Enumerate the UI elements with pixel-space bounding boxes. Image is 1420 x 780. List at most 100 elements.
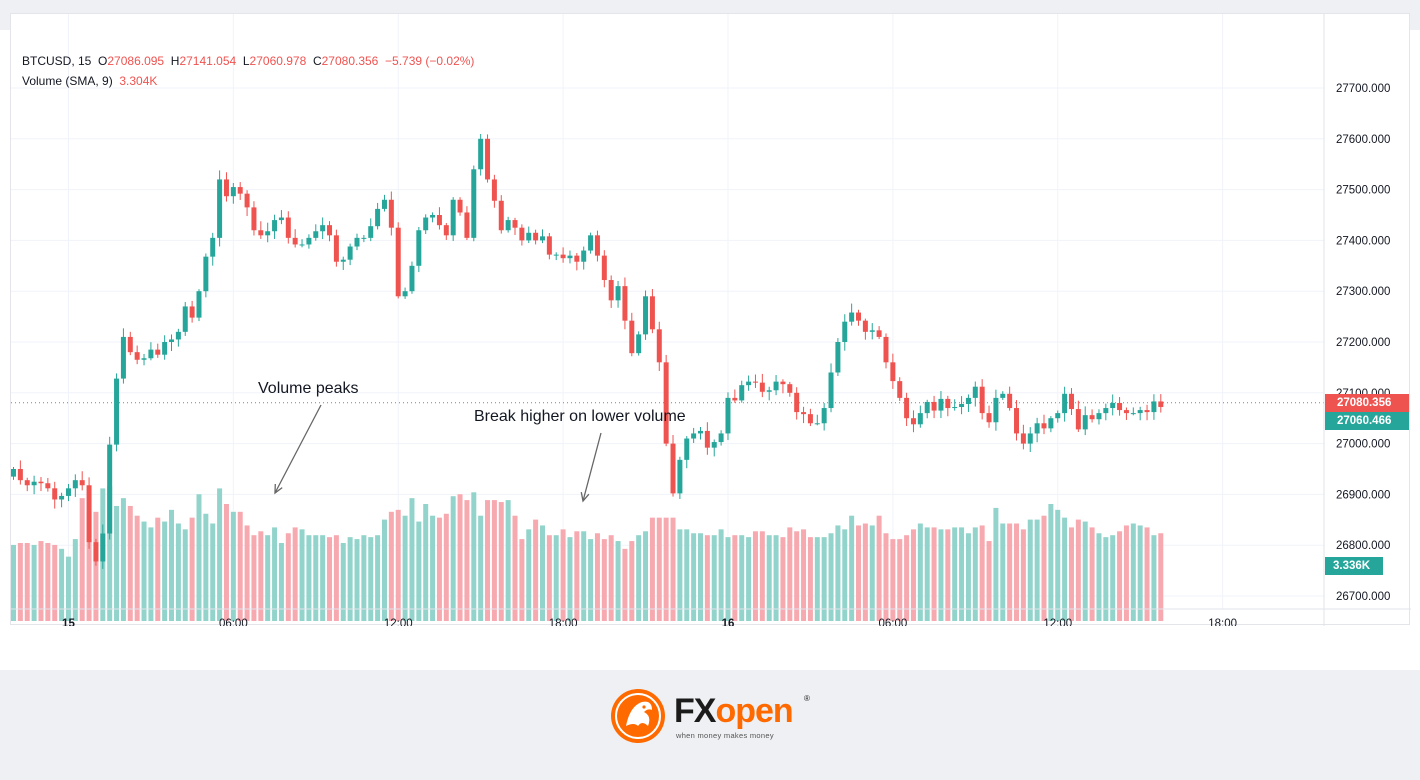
candle-body: [794, 392, 800, 413]
volume-bar: [1034, 519, 1040, 621]
volume-bar: [120, 498, 126, 621]
volume-bar: [546, 535, 552, 621]
candle-body: [1068, 393, 1074, 410]
candle-body: [711, 442, 717, 448]
volume-bar: [182, 529, 188, 621]
volume-bar: [409, 498, 415, 621]
candle-body: [608, 280, 614, 301]
price-tick-label: 27300.000: [1336, 286, 1390, 298]
candle-body: [223, 179, 229, 197]
volume-bar: [608, 535, 614, 621]
volume-bar: [601, 539, 607, 621]
volume-bar: [986, 541, 992, 621]
brand-open: open: [715, 692, 793, 730]
candle-body: [340, 259, 346, 262]
volume-bar: [924, 527, 930, 621]
volume-bar: [1000, 523, 1006, 621]
candle-body: [361, 237, 367, 239]
candle-body: [471, 169, 477, 238]
price-tick-label: 27200.000: [1336, 337, 1390, 349]
symbol-label[interactable]: BTCUSD, 15: [22, 54, 92, 68]
candle-body: [581, 250, 587, 262]
candle-body: [869, 330, 875, 332]
candle-body: [464, 212, 470, 238]
volume-bar: [258, 531, 264, 621]
volume-bar: [711, 535, 717, 621]
candle-body: [251, 207, 257, 231]
volume-bar: [890, 539, 896, 621]
volume-bar: [1062, 517, 1068, 621]
candle-body: [876, 330, 882, 337]
volume-bar: [1117, 531, 1123, 621]
candle-body: [59, 495, 65, 500]
candle-body: [1000, 393, 1006, 398]
volume-bar: [230, 511, 236, 621]
volume-bar: [670, 517, 676, 621]
volume-bar: [464, 500, 470, 621]
candle-body: [801, 412, 807, 415]
volume-bar: [649, 517, 655, 621]
volume-bar: [539, 525, 545, 621]
volume-bar: [691, 533, 697, 621]
candle-body: [890, 362, 896, 382]
volume-bar: [1048, 504, 1054, 621]
candle-body: [539, 236, 545, 241]
candle-body: [684, 438, 690, 460]
low-label: L: [242, 54, 250, 68]
volume-indicator-label[interactable]: Volume (SMA, 9): [22, 74, 113, 88]
candle-body: [656, 329, 662, 363]
price-tick-label: 27000.000: [1336, 439, 1390, 451]
candle-body: [636, 334, 642, 354]
candle-body: [807, 414, 813, 424]
volume-bar: [1123, 525, 1129, 621]
volume-bar: [395, 509, 401, 621]
volume-bar: [443, 513, 449, 621]
volume-bar: [1082, 521, 1088, 621]
candle-body: [663, 362, 669, 444]
volume-bar: [31, 544, 37, 621]
candle-body: [1082, 415, 1088, 430]
candle-body: [265, 231, 271, 236]
candle-body: [1020, 433, 1026, 444]
candle-body: [217, 179, 223, 238]
candle-body: [965, 397, 971, 404]
volume-bar: [1103, 537, 1109, 621]
candle-body: [278, 217, 284, 221]
volume-bar: [945, 529, 951, 621]
volume-bar: [203, 513, 209, 621]
candle-body: [65, 488, 71, 496]
low-value: 27060.978: [249, 54, 307, 68]
volume-bar: [388, 511, 394, 621]
candle-body: [45, 483, 51, 489]
candle-body: [416, 230, 422, 266]
price-tick-label: 27500.000: [1336, 185, 1390, 197]
volume-bar: [107, 486, 113, 621]
candle-body: [594, 235, 600, 256]
candle-body: [423, 217, 429, 231]
volume-bar: [244, 525, 250, 621]
volume-bar: [86, 511, 92, 621]
chart-frame[interactable]: 26700.00026800.00026900.00027000.0002710…: [10, 13, 1411, 626]
candle-body: [258, 230, 264, 236]
candle-body: [931, 401, 937, 411]
volume-bar: [478, 515, 484, 621]
candle-body: [1137, 410, 1143, 414]
candle-body: [175, 331, 181, 340]
volume-bar: [333, 535, 339, 621]
candle-body: [72, 480, 78, 489]
candle-body: [333, 235, 339, 262]
volume-bar: [45, 543, 51, 621]
chart-canvas[interactable]: 26700.00026800.00026900.00027000.0002710…: [11, 14, 1411, 626]
volume-legend: Volume (SMA, 9) 3.304K: [22, 74, 157, 88]
volume-bar: [141, 521, 147, 621]
volume-bar: [725, 537, 731, 621]
volume-bar: [457, 494, 463, 621]
volume-bar: [615, 541, 621, 621]
time-tick-label: 06:00: [878, 618, 907, 626]
candle-body: [979, 386, 985, 414]
volume-bar: [361, 535, 367, 621]
volume-bar: [285, 533, 291, 621]
candle-body: [1041, 423, 1047, 429]
volume-bar: [965, 533, 971, 621]
volume-bar: [952, 527, 958, 621]
